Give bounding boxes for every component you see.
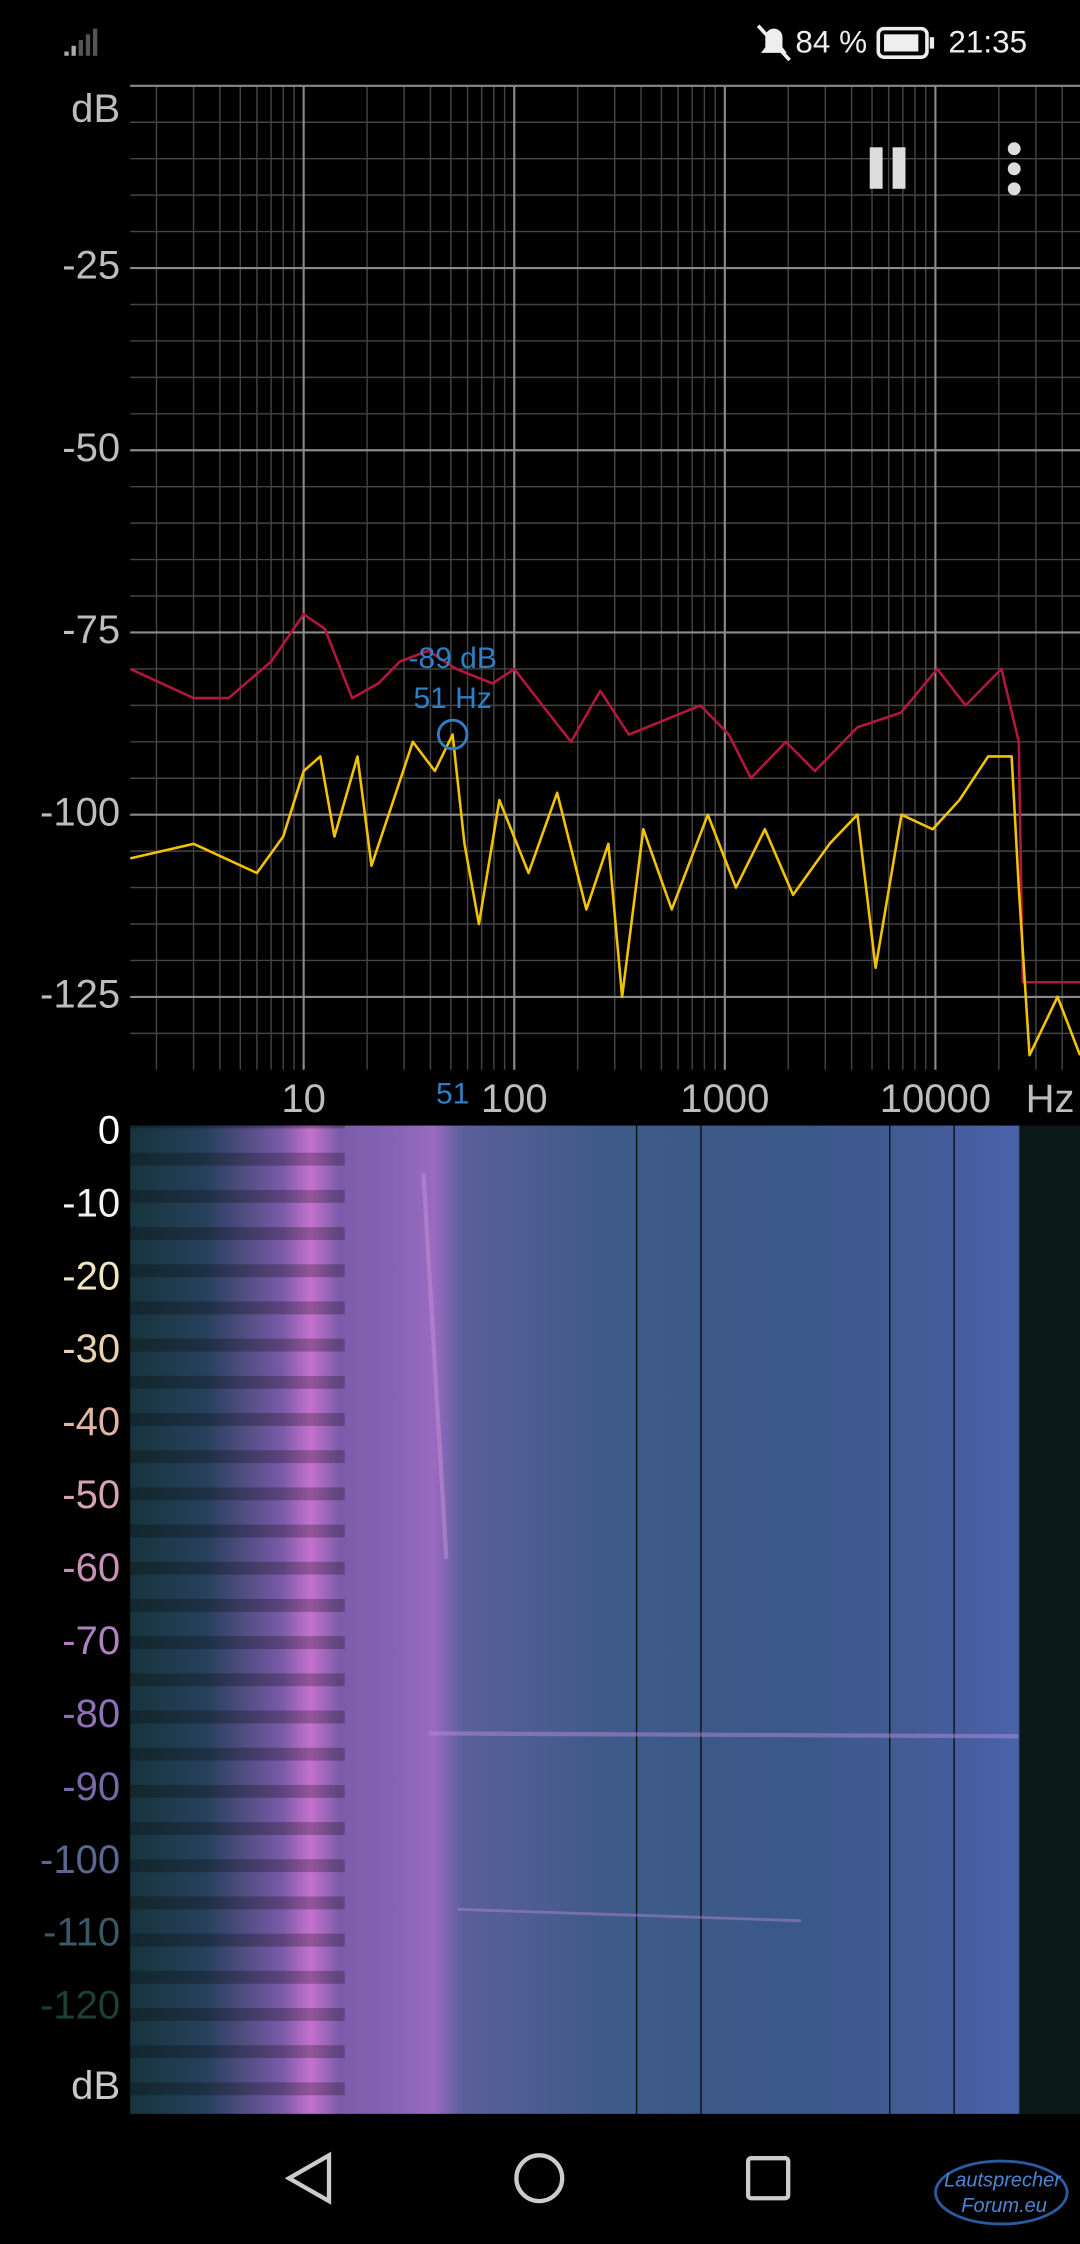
cursor-marker — [436, 718, 469, 751]
spectrogram-tick-label: -110 — [43, 1911, 120, 1955]
watermark-line1: Lautsprecher — [944, 2169, 1062, 2191]
spectrogram-tick-label: -120 — [40, 1984, 120, 2028]
pause-button[interactable] — [869, 147, 906, 189]
clock: 21:35 — [948, 25, 1027, 60]
back-button[interactable] — [284, 2151, 332, 2205]
mute-icon — [756, 24, 791, 62]
menu-button[interactable] — [1007, 142, 1021, 196]
spectrogram-tick-label: -70 — [62, 1619, 120, 1663]
series-clip — [130, 612, 1080, 984]
cursor-axis-label: 51 — [436, 1077, 469, 1110]
cursor-level: -89 dB — [408, 642, 496, 675]
signal-icon — [64, 28, 98, 56]
y-tick-label: -25 — [62, 244, 120, 288]
x-tick-label: 10 — [281, 1077, 326, 1121]
spectrogram-tick-label: 0 — [98, 1108, 120, 1152]
y-tick-label: -50 — [62, 426, 120, 470]
y-tick-label: dB — [71, 87, 120, 131]
x-tick-label: 100 — [481, 1077, 548, 1121]
home-button[interactable] — [514, 2153, 565, 2204]
spectrogram-tick-label: -50 — [62, 1473, 120, 1517]
watermark: Lautsprecher Forum.eu — [934, 2159, 1069, 2226]
y-tick-label: -75 — [62, 608, 120, 652]
cursor-frequency: 51 Hz — [413, 682, 491, 715]
x-tick-label: 10000 — [880, 1077, 991, 1121]
spectrogram-tick-label: -90 — [62, 1765, 120, 1809]
spectrogram-tick-label: -80 — [62, 1692, 120, 1736]
spectrogram — [130, 1125, 1080, 2114]
spectrum-plot: 10 100 1000 10000 dB -25 -50 -75 -100 -125 Hz -89 d… — [40, 84, 1080, 1121]
spectrogram-tick-label: -60 — [62, 1546, 120, 1590]
spectrum-line — [130, 612, 1080, 984]
spectrogram-tick-label: -100 — [40, 1838, 120, 1882]
y-tick-label: -125 — [40, 972, 120, 1016]
spectrum-line — [130, 733, 1080, 1057]
watermark-line2: Forum.eu — [961, 2195, 1047, 2217]
y-tick-label: -100 — [40, 790, 120, 834]
spectrogram-tick-label: -10 — [62, 1181, 120, 1225]
spectrogram-tick-label: -30 — [62, 1327, 120, 1371]
x-tick-label: 1000 — [680, 1077, 769, 1121]
spectrogram-tick-label: -20 — [62, 1254, 120, 1298]
recents-button[interactable] — [745, 2156, 791, 2201]
spectrogram-tick-label: dB — [71, 2064, 120, 2108]
series-clip — [130, 733, 1080, 1057]
battery-percent: 84 % — [795, 25, 867, 60]
spectrogram-tick-label: -40 — [62, 1400, 120, 1444]
battery-icon — [876, 26, 935, 59]
x-axis-label: Hz — [1026, 1077, 1075, 1121]
